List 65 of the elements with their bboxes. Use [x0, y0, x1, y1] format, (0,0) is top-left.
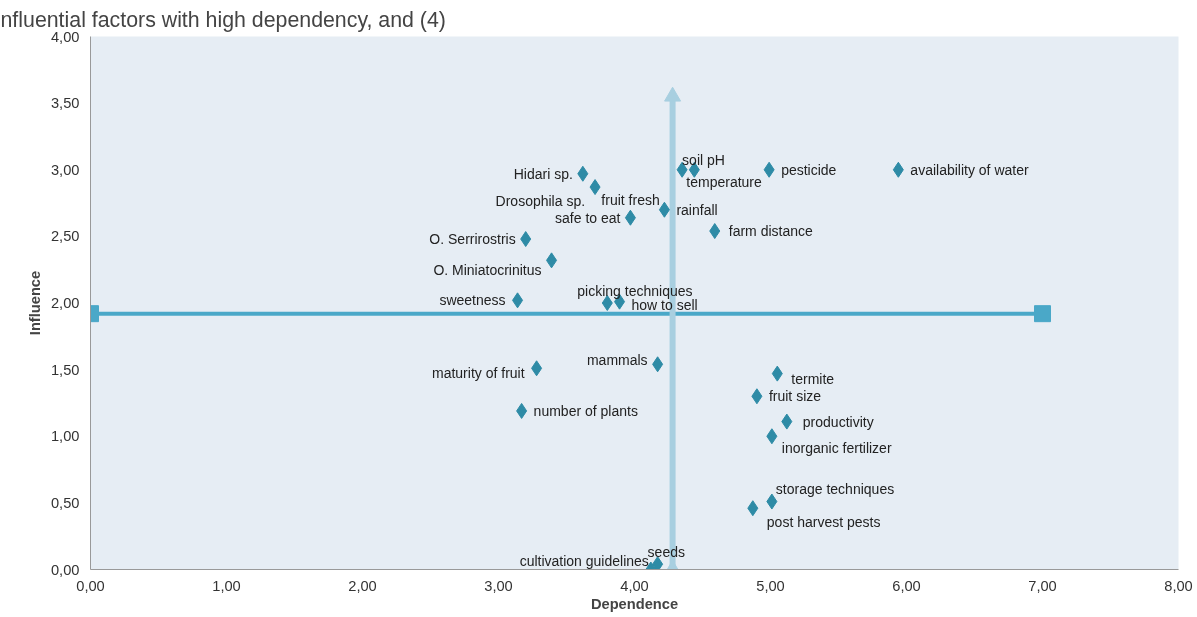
- point: [512, 292, 524, 309]
- x-tick-label: 7,00: [1028, 577, 1057, 594]
- annotation: rainfall: [676, 201, 718, 218]
- annotation: storage techniques: [775, 480, 895, 497]
- x-tick-label: 1,00: [212, 577, 241, 594]
- x-tick-label: 8,00: [1164, 577, 1193, 594]
- y-tick-label: 2,50: [50, 228, 80, 245]
- y-axis-title: Influence: [26, 270, 43, 336]
- point: [577, 165, 589, 182]
- annotation: maturity of fruit: [432, 365, 525, 382]
- annotation: temperature: [686, 173, 763, 190]
- point: [531, 360, 543, 377]
- x-tick-label: 6,00: [892, 577, 921, 594]
- point: [763, 161, 775, 178]
- annotation: fruit fresh: [601, 191, 660, 208]
- y-tick-label: 1,00: [50, 428, 80, 445]
- point: [751, 388, 763, 405]
- point: [546, 252, 558, 269]
- y-tick-label: 1,50: [50, 361, 80, 378]
- annotation: fruit size: [768, 388, 822, 405]
- annotation: soil pH: [682, 151, 725, 168]
- annotation: cultivation guidelines: [519, 552, 649, 569]
- point: [652, 356, 664, 373]
- annotation: O. Miniatocrinitus: [433, 262, 542, 279]
- annotation: number of plants: [533, 402, 638, 419]
- point: [766, 428, 778, 445]
- annotation: O. Serrirostris: [429, 231, 516, 248]
- point: [709, 223, 721, 240]
- point: [781, 413, 793, 430]
- annotation: sweetness: [439, 292, 506, 309]
- x-tick-label: 2,00: [348, 577, 377, 594]
- annotation: safe to eat: [555, 209, 621, 226]
- point: [892, 161, 904, 178]
- point: [589, 179, 601, 196]
- annotation: Hidari sp.: [513, 165, 573, 182]
- annotation: availability of water: [910, 161, 1029, 178]
- point: [516, 402, 528, 419]
- annotation: farm distance: [728, 223, 813, 240]
- annotation: pesticide: [781, 161, 837, 178]
- point: [747, 500, 759, 517]
- annotation: post harvest pests: [766, 514, 881, 531]
- annotation: mammals: [586, 352, 648, 369]
- y-tick-label: 3,00: [50, 161, 80, 178]
- y-tick-label: 3,50: [50, 95, 80, 112]
- annotation: picking techniques: [577, 283, 693, 299]
- annotation: Drosophila sp.: [495, 193, 586, 210]
- point: [766, 493, 778, 510]
- annotation: productivity: [802, 413, 874, 430]
- annotation: how to sell: [631, 296, 698, 313]
- x-tick-label: 0,00: [76, 577, 105, 594]
- y-tick-label: 0,50: [50, 494, 80, 511]
- point: [771, 365, 783, 382]
- y-tick-label: 0,00: [50, 561, 80, 578]
- point: [624, 209, 636, 226]
- annotation: termite: [791, 370, 835, 387]
- point: [652, 556, 664, 570]
- y-tick-label: 2,00: [50, 295, 80, 311]
- x-tick-label: 3,00: [484, 577, 513, 594]
- annotation: seeds: [647, 544, 685, 561]
- point: [658, 201, 670, 218]
- x-tick-label: 4,00: [620, 577, 649, 594]
- x-tick-label: 5,00: [756, 577, 785, 594]
- point: [520, 231, 532, 248]
- annotation: inorganic fertilizer: [781, 440, 892, 457]
- x-axis-title: Dependence: [590, 595, 679, 612]
